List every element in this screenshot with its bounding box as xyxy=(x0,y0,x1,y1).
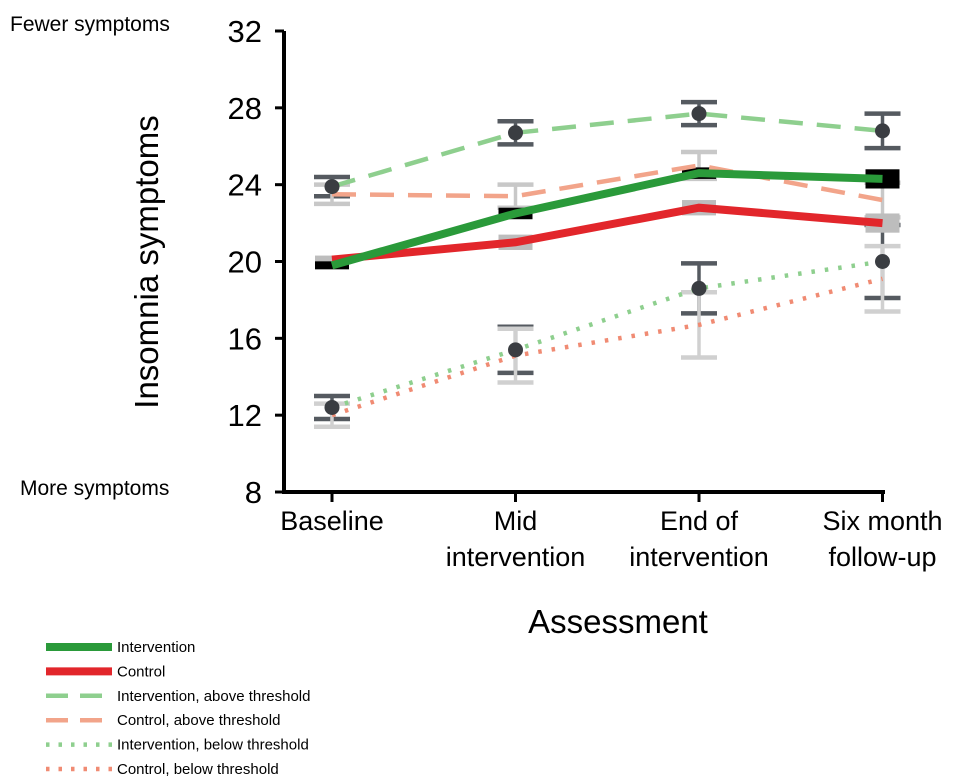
x-tick-label: intervention xyxy=(446,542,586,572)
y-tick-label: 12 xyxy=(228,398,262,433)
intervention-below-threshold-marker xyxy=(691,280,707,296)
intervention-below-threshold-marker xyxy=(324,399,340,415)
intervention-above-threshold-marker xyxy=(691,106,707,122)
x-tick-label: End of xyxy=(660,506,739,536)
legend-label-intervention-below-threshold: Intervention, below threshold xyxy=(117,737,309,754)
y-axis-title: Insomnia symptoms xyxy=(128,115,165,408)
legend: Intervention Control Intervention, above t… xyxy=(46,639,310,778)
control-errbar-block xyxy=(865,213,900,233)
x-tick-label: follow-up xyxy=(828,542,936,572)
control-above-threshold-line xyxy=(331,163,883,203)
x-tick-label: Baseline xyxy=(280,506,384,536)
intervention-above-threshold-marker xyxy=(324,179,340,195)
y-tick-label: 20 xyxy=(228,245,262,280)
error-bars xyxy=(314,99,901,429)
legend-label-control-above-threshold: Control, above threshold xyxy=(117,712,280,729)
x-tick-label: intervention xyxy=(629,542,769,572)
intervention-above-threshold-marker xyxy=(508,125,523,141)
control-line xyxy=(331,203,883,264)
y-tick-label: 28 xyxy=(228,91,262,126)
intervention-below-threshold-marker xyxy=(508,342,523,358)
intervention-above-threshold-marker xyxy=(875,123,890,139)
y-tick-label: 24 xyxy=(228,168,262,203)
x-axis-title: Assessment xyxy=(528,603,708,640)
y-tick-label: 16 xyxy=(228,321,262,356)
intervention-errbar-block xyxy=(865,169,900,189)
y-tick-label: 8 xyxy=(245,475,262,510)
series-markers xyxy=(324,106,890,415)
y-tick-label: 32 xyxy=(228,14,262,49)
intervention-line xyxy=(330,169,883,270)
control-below-threshold-line xyxy=(331,276,884,418)
legend-label-control: Control xyxy=(117,663,165,680)
intervention-below-threshold-marker xyxy=(875,254,890,269)
series-lines xyxy=(330,111,884,418)
legend-label-intervention: Intervention xyxy=(117,639,195,656)
x-tick-label: Six month xyxy=(822,506,942,536)
intervention-above-threshold-line xyxy=(331,111,883,189)
legend-label-control-below-threshold: Control, below threshold xyxy=(117,761,279,778)
intervention-below-threshold-line xyxy=(331,259,883,410)
annotation-more-symptoms: More symptoms xyxy=(20,477,169,500)
axes xyxy=(275,29,885,502)
x-tick-label: Mid xyxy=(494,506,538,536)
axis-labels: 8 12 16 20 24 28 32 Baseline Mid intervention End … xyxy=(10,13,943,640)
legend-label-intervention-above-threshold: Intervention, above threshold xyxy=(117,688,310,705)
annotation-fewer-symptoms: Fewer symptoms xyxy=(10,13,170,36)
